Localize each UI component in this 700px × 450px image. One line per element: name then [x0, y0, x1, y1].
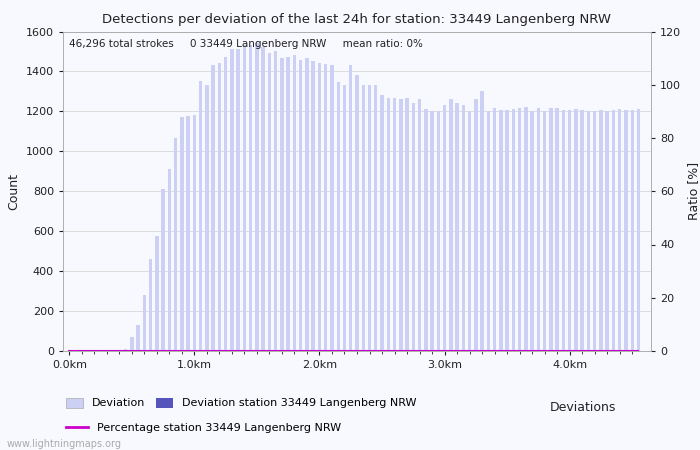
Bar	[180, 117, 183, 351]
Bar	[468, 112, 471, 351]
Bar	[262, 47, 265, 351]
Bar	[430, 112, 434, 351]
Bar	[561, 110, 565, 351]
Bar	[343, 86, 346, 351]
Bar	[524, 108, 528, 351]
Bar	[599, 110, 603, 351]
Bar	[412, 104, 415, 351]
Bar	[130, 337, 134, 351]
Bar	[124, 349, 127, 351]
Bar	[568, 110, 571, 351]
Bar	[493, 108, 496, 351]
Bar	[505, 110, 509, 351]
Bar	[136, 325, 140, 351]
Bar	[437, 112, 440, 351]
Bar	[199, 81, 202, 351]
Bar	[293, 55, 296, 351]
Bar	[593, 112, 596, 351]
Bar	[606, 112, 609, 351]
Bar	[162, 189, 164, 351]
Bar	[380, 95, 384, 351]
Bar	[618, 109, 622, 351]
Bar	[193, 115, 196, 351]
Bar	[499, 110, 503, 351]
Text: www.lightningmaps.org: www.lightningmaps.org	[7, 439, 122, 449]
Bar	[243, 45, 246, 351]
Bar	[631, 110, 634, 351]
Bar	[386, 99, 390, 351]
Bar	[280, 58, 284, 351]
Y-axis label: Count: Count	[7, 173, 20, 210]
Bar	[543, 112, 547, 351]
Bar	[550, 108, 552, 351]
Bar	[512, 109, 515, 351]
Bar	[318, 63, 321, 351]
Title: Detections per deviation of the last 24h for station: 33449 Langenberg NRW: Detections per deviation of the last 24h…	[102, 13, 612, 26]
Bar	[349, 65, 353, 351]
Bar	[637, 109, 640, 351]
Bar	[418, 99, 421, 351]
Bar	[580, 110, 584, 351]
Bar	[399, 99, 402, 351]
Y-axis label: Ratio [%]: Ratio [%]	[687, 162, 700, 220]
Bar	[111, 350, 115, 351]
Bar	[230, 50, 234, 351]
Bar	[218, 63, 221, 351]
Bar	[518, 108, 522, 351]
Bar	[174, 138, 177, 351]
Bar	[456, 104, 458, 351]
Bar	[337, 82, 340, 351]
Bar	[149, 259, 153, 351]
Bar	[531, 112, 534, 351]
Bar	[167, 169, 171, 351]
Bar	[155, 236, 158, 351]
Text: Deviations: Deviations	[550, 401, 616, 414]
Bar	[443, 105, 447, 351]
Bar	[574, 109, 578, 351]
Bar	[612, 110, 615, 351]
Bar	[186, 117, 190, 351]
Bar	[424, 109, 428, 351]
Bar	[249, 45, 253, 351]
Bar	[211, 65, 215, 351]
Bar	[205, 86, 209, 351]
Text: 46,296 total strokes     0 33449 Langenberg NRW     mean ratio: 0%: 46,296 total strokes 0 33449 Langenberg …	[69, 40, 423, 50]
Bar	[105, 350, 108, 351]
Bar	[305, 58, 309, 351]
Bar	[480, 91, 484, 351]
Bar	[587, 112, 590, 351]
Bar	[405, 99, 409, 351]
Bar	[361, 86, 365, 351]
Bar	[374, 86, 377, 351]
Bar	[474, 99, 477, 351]
Bar	[256, 44, 258, 351]
Bar	[286, 58, 290, 351]
Bar	[312, 62, 315, 351]
Bar	[537, 108, 540, 351]
Bar	[118, 350, 121, 351]
Bar	[143, 295, 146, 351]
Legend: Percentage station 33449 Langenberg NRW: Percentage station 33449 Langenberg NRW	[62, 418, 346, 438]
Bar	[461, 105, 465, 351]
Bar	[486, 112, 490, 351]
Bar	[330, 65, 334, 351]
Bar	[449, 99, 452, 351]
Bar	[356, 76, 358, 351]
Bar	[324, 64, 328, 351]
Bar	[368, 86, 371, 351]
Bar	[267, 54, 271, 351]
Legend: Deviation, Deviation station 33449 Langenberg NRW: Deviation, Deviation station 33449 Lange…	[62, 393, 421, 413]
Bar	[274, 51, 277, 351]
Bar	[555, 108, 559, 351]
Bar	[393, 99, 396, 351]
Bar	[624, 110, 628, 351]
Bar	[237, 50, 240, 351]
Bar	[224, 58, 228, 351]
Bar	[299, 60, 302, 351]
